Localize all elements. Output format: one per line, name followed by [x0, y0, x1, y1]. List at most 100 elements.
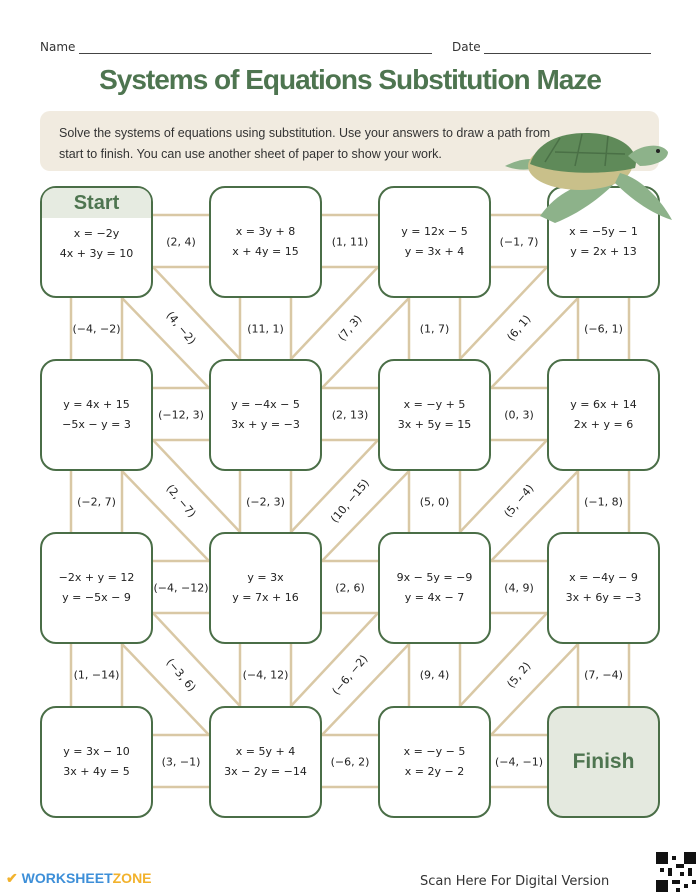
equation: x = 5y + 4 [235, 745, 296, 758]
answer-choice[interactable]: (1, 11) [331, 235, 369, 249]
path-edge [490, 643, 579, 736]
answer-choice[interactable]: (−4, −12) [153, 581, 209, 595]
equation: y = 6x + 14 [570, 398, 637, 411]
equation: y = 3x [247, 571, 284, 584]
path-edge [121, 297, 210, 389]
logo-main: WORKSHEET [21, 870, 113, 886]
equation-box[interactable]: x = −y + 5 3x + 5y = 15 [378, 359, 491, 471]
answer-choice[interactable]: (−4, −2) [72, 322, 121, 335]
equation: 3x + 4y = 5 [63, 765, 130, 778]
answer-choice[interactable]: (0, 3) [504, 408, 534, 422]
answer-choice[interactable]: (−1, 7) [499, 235, 539, 249]
start-box[interactable]: Start x = −2y 4x + 3y = 10 [40, 186, 153, 298]
equation: −5x − y = 3 [62, 418, 131, 431]
equation: −2x + y = 12 [58, 571, 135, 584]
equation: x = −4y − 9 [569, 571, 638, 584]
answer-choice[interactable]: (−6, 2) [330, 755, 370, 769]
answer-choice[interactable]: (−4, −1) [494, 755, 544, 769]
answer-choice[interactable]: (5, 0) [419, 495, 450, 508]
path-edge [321, 297, 410, 389]
path-edge [321, 470, 410, 562]
answer-choice[interactable]: (4, 9) [504, 581, 534, 595]
answer-choice[interactable]: (−6, 1) [584, 322, 623, 335]
equation: x = 2y − 2 [404, 765, 465, 778]
equation: y = 12x − 5 [401, 225, 468, 238]
equation: 3x + 5y = 15 [397, 418, 472, 431]
equation: 3x − 2y = −14 [224, 765, 307, 778]
path-edge [121, 470, 210, 562]
answer-choice[interactable]: (−2, 3) [246, 495, 285, 508]
logo-mark-icon: ✔ [6, 870, 18, 886]
equation: x = −y − 5 [403, 745, 466, 758]
path-edge [152, 439, 241, 533]
answer-choice[interactable]: (11, 1) [247, 322, 284, 335]
equation: y = −5x − 9 [62, 591, 131, 604]
equation: x = 3y + 8 [235, 225, 296, 238]
equation: y = 4x + 15 [63, 398, 130, 411]
equation-box[interactable]: y = 12x − 5 y = 3x + 4 [378, 186, 491, 298]
path-edge [152, 612, 241, 707]
name-label: Name [40, 40, 76, 54]
path-edge [490, 297, 579, 389]
logo-accent: ZONE [112, 870, 152, 886]
answer-choice[interactable]: (9, 4) [419, 668, 450, 682]
equation: y = 4x − 7 [404, 591, 465, 604]
equation: x = −5y − 1 [569, 225, 638, 238]
equation-box[interactable]: −2x + y = 12 y = −5x − 9 [40, 532, 153, 644]
path-edge [152, 266, 241, 360]
equation: y = 3x − 10 [63, 745, 130, 758]
equation: x = −2y [73, 227, 120, 240]
equation-box[interactable]: y = 3x y = 7x + 16 [209, 532, 322, 644]
answer-choice[interactable]: (−12, 3) [158, 408, 204, 422]
equation-box[interactable]: x = 5y + 4 3x − 2y = −14 [209, 706, 322, 818]
answer-choice[interactable]: (2, 6) [335, 581, 365, 595]
equation: 3x + 6y = −3 [565, 591, 642, 604]
equation: y = 3x + 4 [404, 245, 465, 258]
date-label: Date [452, 40, 481, 54]
answer-choice[interactable]: (2, 4) [166, 235, 196, 249]
finish-box[interactable]: Finish [547, 706, 660, 818]
answer-choice[interactable]: (2, 13) [331, 408, 369, 422]
start-label: Start [42, 188, 151, 218]
date-field[interactable] [484, 53, 651, 54]
equation-box[interactable]: x = −y − 5 x = 2y − 2 [378, 706, 491, 818]
equation-box[interactable]: y = 6x + 14 2x + y = 6 [547, 359, 660, 471]
equation: y = 7x + 16 [232, 591, 299, 604]
path-edge [321, 643, 410, 736]
name-field[interactable] [79, 53, 432, 54]
instructions-text: Solve the systems of equations using sub… [59, 126, 551, 161]
path-edge [459, 612, 548, 707]
equation: x + 4y = 15 [232, 245, 299, 258]
scan-text: Scan Here For Digital Version [420, 874, 610, 889]
path-edge [459, 439, 548, 533]
equation: 9x − 5y = −9 [396, 571, 473, 584]
equation-box[interactable]: y = 4x + 15 −5x − y = 3 [40, 359, 153, 471]
equation-box[interactable]: x = 3y + 8 x + 4y = 15 [209, 186, 322, 298]
worksheet-zone-logo: ✔ WORKSHEETZONE [6, 870, 152, 887]
answer-choice[interactable]: (3, −1) [161, 755, 201, 769]
equation: y = −4x − 5 [231, 398, 300, 411]
answer-choice[interactable]: (−1, 8) [584, 495, 623, 508]
equation: 4x + 3y = 10 [59, 247, 134, 260]
equation-box[interactable]: x = −4y − 9 3x + 6y = −3 [547, 532, 660, 644]
path-edge [290, 612, 379, 707]
path-edge [490, 470, 579, 562]
answer-choice[interactable]: (1, 7) [419, 322, 450, 335]
path-edge [459, 266, 548, 360]
path-edge [121, 643, 210, 736]
page-title: Systems of Equations Substitution Maze [99, 64, 602, 95]
answer-choice[interactable]: (−4, 12) [242, 668, 289, 682]
equation-box[interactable]: y = 3x − 10 3x + 4y = 5 [40, 706, 153, 818]
equation-box[interactable]: 9x − 5y = −9 y = 4x − 7 [378, 532, 491, 644]
path-edge [290, 439, 379, 533]
equation-box[interactable]: y = −4x − 5 3x + y = −3 [209, 359, 322, 471]
answer-choice[interactable]: (7, −4) [584, 668, 623, 682]
equation: x = −y + 5 [403, 398, 466, 411]
answer-choice[interactable]: (−2, 7) [77, 495, 116, 508]
turtle-illustration [505, 133, 672, 223]
qr-code-icon[interactable] [656, 852, 696, 892]
finish-label: Finish [572, 750, 635, 773]
equation: y = 2x + 13 [570, 245, 637, 258]
answer-choice[interactable]: (1, −14) [73, 668, 120, 682]
